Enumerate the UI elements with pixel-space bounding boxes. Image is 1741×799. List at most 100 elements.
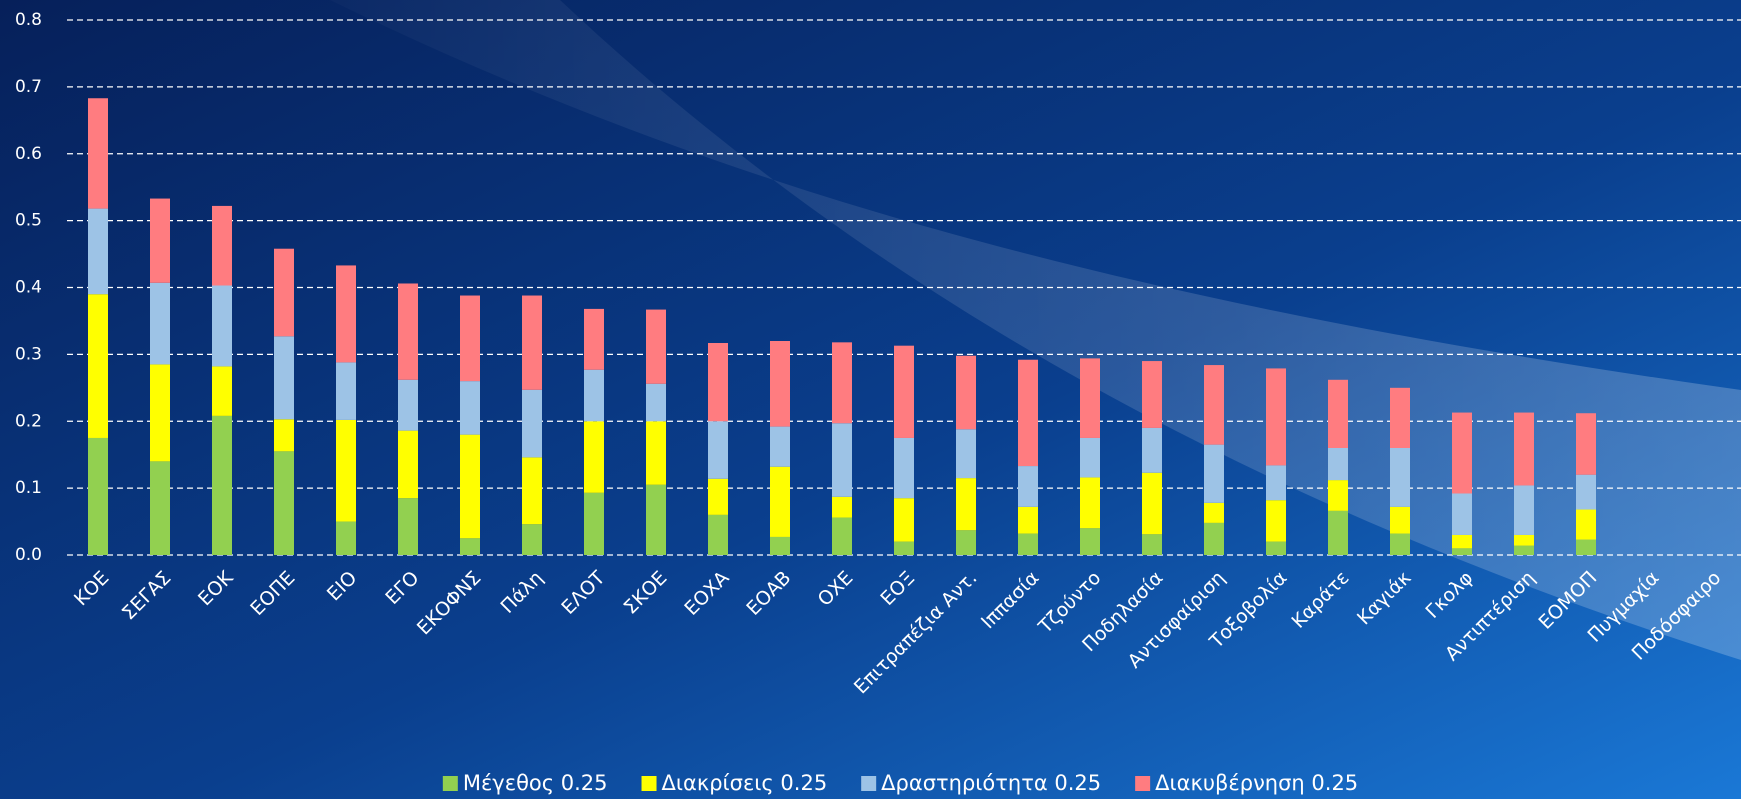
bar-segment: [150, 282, 170, 365]
bar-segment: [956, 478, 976, 531]
bar-segment: [1266, 465, 1286, 501]
bar-segment: [88, 294, 108, 438]
background-swoosh: [330, 0, 1741, 660]
bar-segment: [1018, 359, 1038, 467]
bar-segment: [1204, 522, 1224, 555]
bar-segment: [1204, 365, 1224, 445]
bar-segment: [584, 421, 604, 493]
bar-segment: [1018, 506, 1038, 534]
bar-segment: [522, 524, 542, 555]
bar-segment: [460, 434, 480, 539]
legend-swatch: [442, 776, 458, 791]
bar-segment: [1080, 437, 1100, 478]
bar-segment: [1390, 506, 1410, 534]
bar-segment: [894, 541, 914, 555]
legend-swatch: [641, 776, 657, 791]
bar-segment: [1576, 509, 1596, 540]
bar-segment: [1080, 358, 1100, 438]
bar-segment: [398, 430, 418, 499]
bar-segment: [894, 345, 914, 438]
bar-segment: [88, 208, 108, 295]
bar-segment: [1452, 534, 1472, 549]
bar-segment: [646, 421, 666, 485]
y-tick-label: 0.2: [15, 411, 42, 431]
bar-segment: [770, 426, 790, 467]
bar-segment: [398, 379, 418, 431]
bar-segment: [1328, 448, 1348, 481]
bar-segment: [1266, 500, 1286, 542]
bar-segment: [212, 285, 232, 367]
bar-segment: [1080, 477, 1100, 529]
y-tick-label: 0.0: [15, 545, 42, 565]
bar-segment: [832, 496, 852, 518]
bar-segment: [832, 517, 852, 555]
bar-segment: [336, 265, 356, 363]
y-tick-label: 0.4: [15, 278, 42, 298]
bar-segment: [522, 389, 542, 458]
bar-segment: [1328, 379, 1348, 448]
bar-segment: [832, 423, 852, 497]
bar-segment: [1142, 534, 1162, 555]
bar-segment: [1142, 472, 1162, 535]
bar-segment: [1390, 387, 1410, 448]
bar-segment: [956, 355, 976, 430]
bar-segment: [956, 530, 976, 555]
bar-segment: [1514, 412, 1534, 486]
y-tick-label: 0.8: [15, 10, 42, 30]
bar-segment: [336, 419, 356, 522]
bar-segment: [274, 336, 294, 420]
bar-segment: [1452, 493, 1472, 535]
bar-segment: [646, 383, 666, 422]
bar-segment: [88, 98, 108, 209]
bar-segment: [584, 308, 604, 370]
bar-segment: [1080, 528, 1100, 555]
bar-segment: [584, 492, 604, 555]
bar-segment: [1142, 361, 1162, 428]
legend-label: Διακρίσεις 0.25: [662, 771, 828, 795]
bar-segment: [460, 538, 480, 555]
bar-segment: [150, 364, 170, 462]
bar-segment: [770, 536, 790, 555]
bar-segment: [398, 498, 418, 555]
bar-segment: [336, 362, 356, 420]
bar-segment: [708, 343, 728, 422]
bar-segment: [894, 498, 914, 542]
legend-swatch: [861, 776, 877, 791]
bar-segment: [1328, 480, 1348, 511]
bar-segment: [522, 457, 542, 525]
bar-segment: [1514, 485, 1534, 535]
bar-segment: [1514, 545, 1534, 555]
bar-segment: [1328, 510, 1348, 555]
bar-segment: [274, 419, 294, 452]
bar-segment: [274, 451, 294, 555]
bar-segment: [150, 198, 170, 283]
bar-segment: [1390, 448, 1410, 507]
bar-segment: [708, 514, 728, 555]
bar-segment: [522, 295, 542, 390]
bar-segment: [1018, 533, 1038, 555]
bar-segment: [1266, 541, 1286, 555]
y-tick-label: 0.3: [15, 344, 42, 364]
bar-segment: [1576, 474, 1596, 510]
y-tick-label: 0.6: [15, 144, 42, 164]
bar-segment: [1576, 539, 1596, 555]
legend-swatch: [1135, 776, 1151, 791]
bar-segment: [1390, 533, 1410, 555]
bar-segment: [398, 283, 418, 380]
y-tick-label: 0.7: [15, 77, 42, 97]
bar-segment: [212, 415, 232, 555]
bar-segment: [584, 369, 604, 422]
bar-segment: [708, 478, 728, 515]
bar-segment: [1452, 548, 1472, 555]
bar-segment: [1142, 427, 1162, 473]
bar-segment: [646, 309, 666, 384]
bar-segment: [460, 381, 480, 435]
y-tick-label: 0.1: [15, 478, 42, 498]
bar-segment: [150, 461, 170, 555]
bar-segment: [708, 421, 728, 479]
bar-segment: [1576, 413, 1596, 475]
legend-label: Διακυβέρνηση 0.25: [1155, 771, 1358, 795]
bar-segment: [336, 521, 356, 555]
